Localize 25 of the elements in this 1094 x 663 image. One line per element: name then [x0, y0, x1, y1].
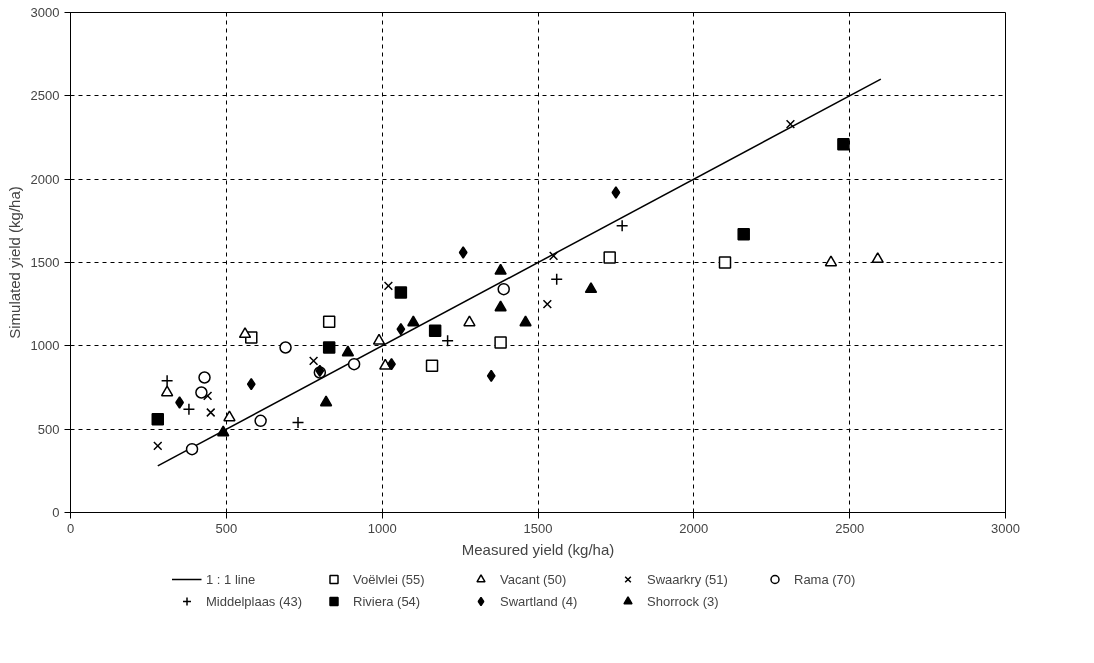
x-tick-label: 2000 [679, 520, 709, 536]
y-tick-label: 500 [37, 421, 60, 437]
x-axis-title: Measured yield (kg/ha) [461, 540, 615, 558]
legend-label: Rama (70) [794, 571, 857, 587]
legend-label: Middelplaas (43) [206, 593, 304, 609]
y-axis-title: Simulated yield (kg/ha) [5, 186, 23, 339]
x-tick-label: 0 [66, 520, 75, 536]
legend-label: Riviera (54) [353, 593, 422, 609]
legend-label: 1 : 1 line [206, 571, 257, 587]
y-tick-label: 1000 [30, 338, 60, 354]
x-tick-label: 1500 [523, 520, 553, 536]
legend-label: Swaarkry (51) [647, 571, 729, 587]
y-tick-label: 2000 [30, 171, 60, 187]
x-tick-label: 1000 [367, 520, 397, 536]
legend-label: Vacant (50) [500, 571, 568, 587]
legend-label: Swartland (4) [500, 593, 579, 609]
y-tick-label: 2500 [30, 88, 60, 104]
legend-label: Shorrock (3) [647, 593, 720, 609]
y-tick-label: 3000 [30, 5, 60, 20]
y-tick-label: 1500 [30, 255, 60, 270]
y-tick-label: 0 [52, 505, 60, 520]
x-tick-label: 3000 [991, 520, 1020, 536]
x-tick-label: 500 [215, 520, 238, 536]
legend-label: Voëlvlei (55) [353, 571, 426, 587]
x-tick-label: 2500 [835, 520, 865, 536]
